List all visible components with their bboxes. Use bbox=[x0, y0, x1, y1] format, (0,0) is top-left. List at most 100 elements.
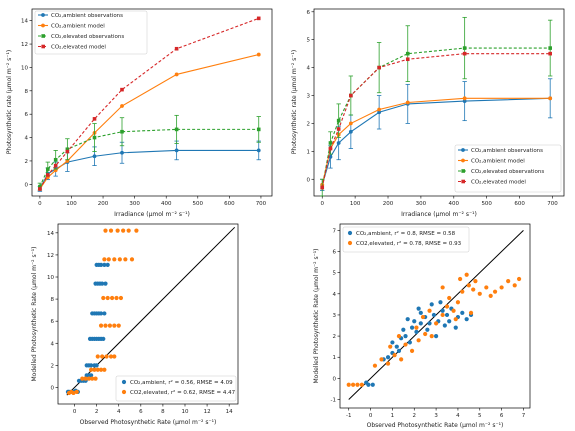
scatter-point bbox=[455, 300, 461, 305]
data-point bbox=[548, 46, 552, 50]
legend-marker bbox=[121, 389, 127, 395]
data-point bbox=[92, 154, 97, 159]
scatter-point bbox=[399, 357, 404, 362]
scatter-point bbox=[429, 333, 434, 339]
scatter-point bbox=[103, 323, 108, 328]
scatter-point bbox=[95, 354, 100, 359]
legend-marker bbox=[41, 13, 45, 17]
x-tick-label: 5 bbox=[478, 413, 482, 419]
y-tick-label: 4 bbox=[25, 136, 29, 142]
axis-ticks: 0 2 4 6 8 10 12 14 0 2 4 6 8 10 12 14 bbox=[47, 231, 233, 415]
data-point bbox=[256, 16, 261, 21]
scatter-point bbox=[92, 367, 97, 372]
scatter-point bbox=[100, 354, 105, 359]
scatter-point bbox=[401, 327, 406, 332]
scatter-point bbox=[106, 257, 111, 262]
data-point bbox=[462, 96, 467, 101]
y-tick-label: 10 bbox=[47, 275, 54, 281]
x-tick-label: 4 bbox=[117, 409, 121, 415]
y-tick-label: 5 bbox=[307, 38, 311, 44]
y-tick-label: 0 bbox=[25, 182, 29, 188]
x-tick-label: -1 bbox=[346, 413, 351, 419]
scatter-point bbox=[403, 342, 408, 347]
legend-box bbox=[454, 144, 562, 193]
scatter-point bbox=[359, 382, 364, 387]
data-point bbox=[120, 104, 124, 108]
data-point bbox=[174, 46, 179, 51]
y-tick-label: 4 bbox=[51, 341, 55, 347]
x-tick-label: 100 bbox=[66, 201, 77, 207]
scatter-point bbox=[74, 389, 79, 394]
scatter-point bbox=[440, 308, 445, 313]
x-tick-label: 300 bbox=[129, 201, 140, 207]
scatter-point bbox=[451, 308, 456, 313]
y-tick-label: 14 bbox=[21, 19, 28, 25]
x-tick-label: 600 bbox=[514, 201, 525, 207]
data-point bbox=[548, 51, 552, 56]
data-point bbox=[405, 100, 410, 105]
scatter-point bbox=[115, 228, 120, 233]
legend-marker bbox=[41, 34, 45, 38]
legend-marker bbox=[41, 44, 45, 49]
scatter-point bbox=[93, 376, 98, 381]
scatter-point bbox=[388, 344, 393, 349]
legend-label: CO₂,ambient observations bbox=[471, 148, 543, 154]
y-axis-label: Photosynthetic rate (μmol m⁻² s⁻¹) bbox=[6, 50, 13, 154]
y-tick-label: 3 bbox=[333, 313, 337, 319]
y-tick-label: 2 bbox=[25, 159, 29, 165]
scatter-point bbox=[71, 390, 76, 396]
data-point bbox=[328, 141, 333, 145]
y-tick-label: 5 bbox=[333, 271, 337, 277]
scatter-point bbox=[110, 295, 115, 301]
data-point bbox=[462, 99, 467, 104]
scatter-point bbox=[506, 279, 511, 284]
data-point bbox=[328, 146, 333, 151]
data-point bbox=[256, 52, 261, 57]
scatter-point bbox=[412, 319, 417, 324]
y-axis-label: Modelled Photosynthetic Rate (μmol m⁻² s… bbox=[313, 248, 320, 383]
y-tick-label: 12 bbox=[21, 42, 28, 48]
data-point bbox=[349, 93, 353, 98]
scatter-point bbox=[429, 302, 434, 307]
scatter-point bbox=[102, 367, 107, 372]
x-tick-label: 10 bbox=[181, 409, 188, 415]
y-tick-label: 1 bbox=[333, 355, 337, 361]
data-point bbox=[38, 187, 42, 191]
data-point bbox=[38, 184, 42, 189]
legend-box bbox=[115, 375, 237, 402]
x-tick-label: 100 bbox=[350, 201, 361, 207]
scatter-point bbox=[385, 355, 391, 360]
legend-box bbox=[34, 10, 148, 55]
y-tick-label: 12 bbox=[47, 253, 54, 259]
y-tick-label: 14 bbox=[47, 231, 54, 237]
x-tick-label: 12 bbox=[204, 409, 211, 415]
data-point bbox=[377, 107, 382, 112]
scatter-point bbox=[440, 312, 445, 318]
scatter-point bbox=[427, 308, 432, 313]
scatter-point bbox=[102, 257, 107, 262]
x-tick-label: 200 bbox=[383, 201, 394, 207]
scatter-point bbox=[100, 281, 105, 286]
x-tick-label: 400 bbox=[449, 201, 460, 207]
scatter-point bbox=[90, 376, 95, 381]
scatter-point bbox=[447, 295, 452, 301]
legend-label: CO₂,elevated model bbox=[471, 180, 526, 186]
data-point bbox=[336, 141, 341, 145]
scatter-point bbox=[112, 323, 117, 328]
y-tick-label: 4 bbox=[333, 292, 337, 298]
scatter-point bbox=[488, 293, 493, 299]
series-line bbox=[321, 97, 551, 185]
x-tick-label: 0 bbox=[38, 201, 42, 207]
scatter-point bbox=[351, 382, 356, 387]
scatter-point bbox=[98, 323, 104, 328]
series-line bbox=[39, 149, 259, 190]
x-tick-label: 7 bbox=[522, 413, 526, 419]
axis-ticks: -1 0 1 2 3 4 5 6 7 -1 0 1 2 3 4 5 6 7 bbox=[331, 228, 526, 419]
data-marks bbox=[346, 229, 524, 400]
scatter-point bbox=[89, 363, 94, 368]
legend-marker bbox=[461, 179, 465, 184]
x-tick-label: 200 bbox=[98, 201, 109, 207]
y-tick-label: 1 bbox=[307, 149, 311, 155]
scatter-point bbox=[372, 363, 378, 368]
x-tick-label: 14 bbox=[226, 409, 233, 415]
